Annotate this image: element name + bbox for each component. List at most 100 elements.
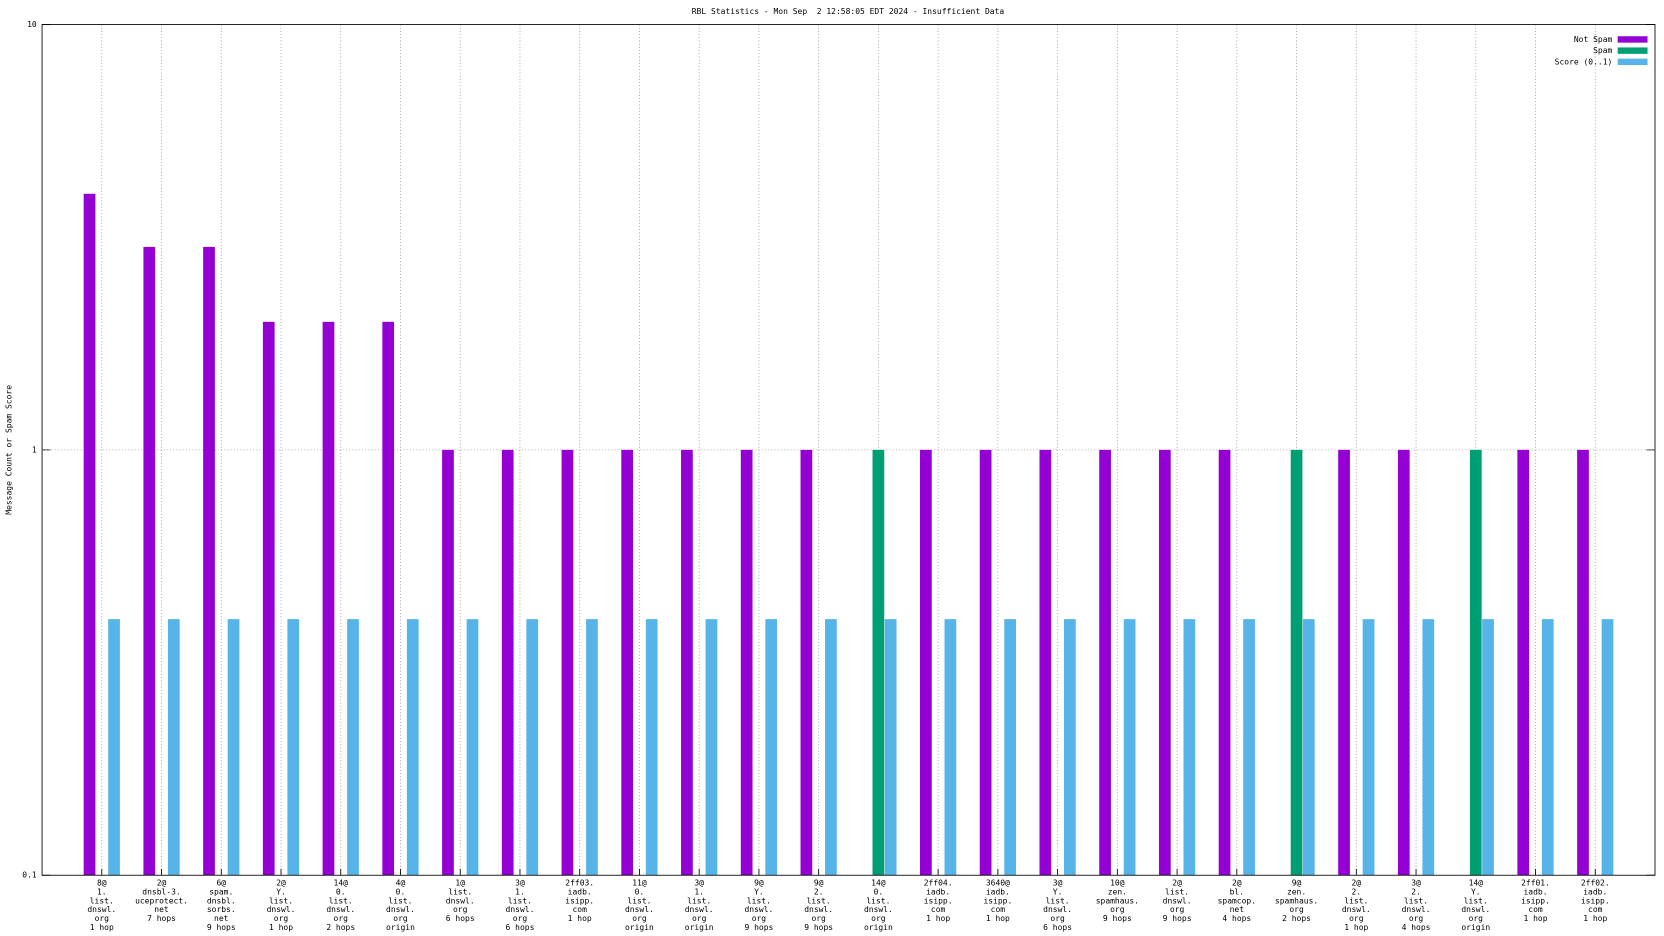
x-tick-label-line: dnswl.	[386, 905, 415, 914]
x-tick-label-line: 9@	[1292, 878, 1302, 887]
bar	[586, 619, 598, 876]
x-tick-label: 2@ Y. list. dnswl. org 1 hop	[267, 878, 296, 931]
x-tick-label-line: spam.	[209, 887, 233, 896]
plot-frame	[41, 24, 1656, 876]
legend-label: Not Spam	[1574, 35, 1613, 44]
legend-swatch	[1617, 47, 1648, 54]
x-tick-label: 3@ 2. list. dnswl. org 4 hops	[1402, 878, 1431, 931]
x-tick-label-line: list.	[448, 887, 472, 896]
x-tick-label-line: dnswl.	[625, 905, 654, 914]
x-tick-label-line: dnsbl-3.	[142, 887, 180, 896]
x-tick-label-line: 9 hops	[744, 922, 773, 931]
x-tick-label-line: iadb.	[986, 887, 1010, 896]
x-tick-label-line: org	[1409, 914, 1424, 923]
x-tick-label-line: dnswl.	[446, 896, 475, 905]
bar	[1183, 619, 1196, 876]
bar	[1482, 619, 1494, 876]
legend-label: Spam	[1593, 46, 1612, 55]
x-tick-label-line: dnswl.	[685, 905, 714, 914]
x-tick-label: 10@ zen. spamhaus. org 9 hops	[1096, 878, 1139, 922]
x-tick-label: 8@ 1. list. dnswl. org 1 hop	[87, 878, 116, 931]
x-tick-label-line: list.	[90, 896, 114, 905]
x-tick-label-line: org	[811, 914, 826, 923]
bar	[1469, 449, 1482, 876]
bar	[1338, 449, 1350, 876]
bar	[681, 449, 693, 876]
x-tick-label-line: org	[1110, 905, 1125, 914]
bar	[1064, 619, 1076, 876]
bar	[1577, 449, 1589, 876]
legend-swatch	[1617, 36, 1648, 43]
x-tick-label-line: dnswl.	[744, 905, 773, 914]
x-tick-label-line: 1 hop	[90, 922, 114, 931]
x-tick-label-line: com	[1528, 905, 1543, 914]
bar	[1218, 449, 1231, 876]
x-tick-label-line: 2.	[814, 887, 824, 896]
x-tick-label-line: dnswl.	[87, 905, 116, 914]
x-tick-label-line: 4 hops	[1402, 922, 1431, 931]
x-tick-label-line: org	[1170, 905, 1185, 914]
x-tick-label-line: isipp.	[1521, 896, 1550, 905]
x-tick-label: 2@ dnsbl-3. uceprotect. net 7 hops	[135, 878, 188, 922]
bar	[944, 619, 957, 876]
x-tick-label: 14@ 0. list. dnswl. org origin	[864, 878, 893, 931]
x-tick-label-line: 9 hops	[1103, 914, 1132, 923]
x-tick-label-line: 4@	[396, 878, 406, 887]
x-tick-label-line: org	[632, 914, 647, 923]
x-tick-label-line: 2@	[1232, 878, 1242, 887]
bar	[1243, 619, 1255, 876]
x-tick-label-line: org	[1050, 914, 1065, 923]
x-tick-label-line: 6 hops	[506, 922, 535, 931]
x-tick-label-line: 9@	[814, 878, 824, 887]
x-tick-label: 2@ bl. spamcop. net 4 hops	[1218, 878, 1256, 922]
x-tick-label-line: 0.	[396, 887, 406, 896]
x-tick-label-line: org	[752, 914, 767, 923]
x-tick-label-line: spamcop.	[1218, 896, 1256, 905]
x-tick-label-line: org	[1469, 914, 1484, 923]
x-tick-label-line: zen.	[1287, 887, 1306, 896]
x-tick-label-line: origin	[1461, 922, 1490, 931]
x-tick-label-line: list.	[508, 896, 532, 905]
bar	[1123, 619, 1136, 876]
x-tick-label: 11@ 0. list. dnswl. org origin	[625, 878, 654, 931]
x-tick-label: 6@ spam. dnsbl. sorbs. net 9 hops	[207, 878, 236, 931]
bar	[406, 619, 419, 876]
x-tick-label: 2ff03. iadb. isipp. com 1 hop	[565, 878, 594, 922]
legend-swatch	[1617, 58, 1648, 66]
bar	[884, 619, 897, 876]
y-tick-label: 1	[32, 445, 37, 454]
bar	[561, 449, 574, 876]
x-tick-label-line: 1.	[97, 887, 107, 896]
bar	[227, 619, 240, 876]
x-tick-label-line: sorbs.	[207, 905, 236, 914]
bar	[1004, 619, 1016, 876]
bar	[501, 449, 514, 876]
bar	[740, 449, 753, 876]
x-tick-label-line: 9 hops	[207, 922, 236, 931]
x-tick-label: 3@ Y. list. dnswl. org 6 hops	[1043, 878, 1072, 931]
x-tick-label-line: 1 hop	[986, 914, 1010, 923]
x-tick-label-line: 2@	[1351, 878, 1361, 887]
x-tick-label: 4@ 0. list. dnswl. org origin	[386, 878, 415, 931]
x-tick-label-line: 2ff01.	[1521, 878, 1550, 887]
x-tick-label-line: iadb.	[1583, 887, 1607, 896]
x-tick-label-line: Y.	[754, 887, 764, 896]
y-axis-label: Message Count or Spam Score	[5, 385, 14, 515]
x-tick-label-line: 3640@	[986, 878, 1010, 887]
bar	[920, 449, 932, 876]
x-tick-label-line: com	[572, 905, 587, 914]
bar	[382, 321, 395, 876]
bar	[1397, 449, 1410, 876]
x-tick-label-line: org	[692, 914, 707, 923]
x-tick-label-line: 2@	[157, 878, 167, 887]
bar	[1601, 619, 1614, 876]
x-tick-label-line: dnsbl.	[207, 896, 236, 905]
bar	[1039, 449, 1052, 876]
x-tick-label: 3@ 1. list. dnswl. org 6 hops	[506, 878, 535, 931]
bar	[621, 449, 634, 876]
x-tick-label-line: 3@	[515, 878, 525, 887]
x-tick-label-line: org	[334, 914, 349, 923]
x-tick-label-line: iadb.	[926, 887, 950, 896]
